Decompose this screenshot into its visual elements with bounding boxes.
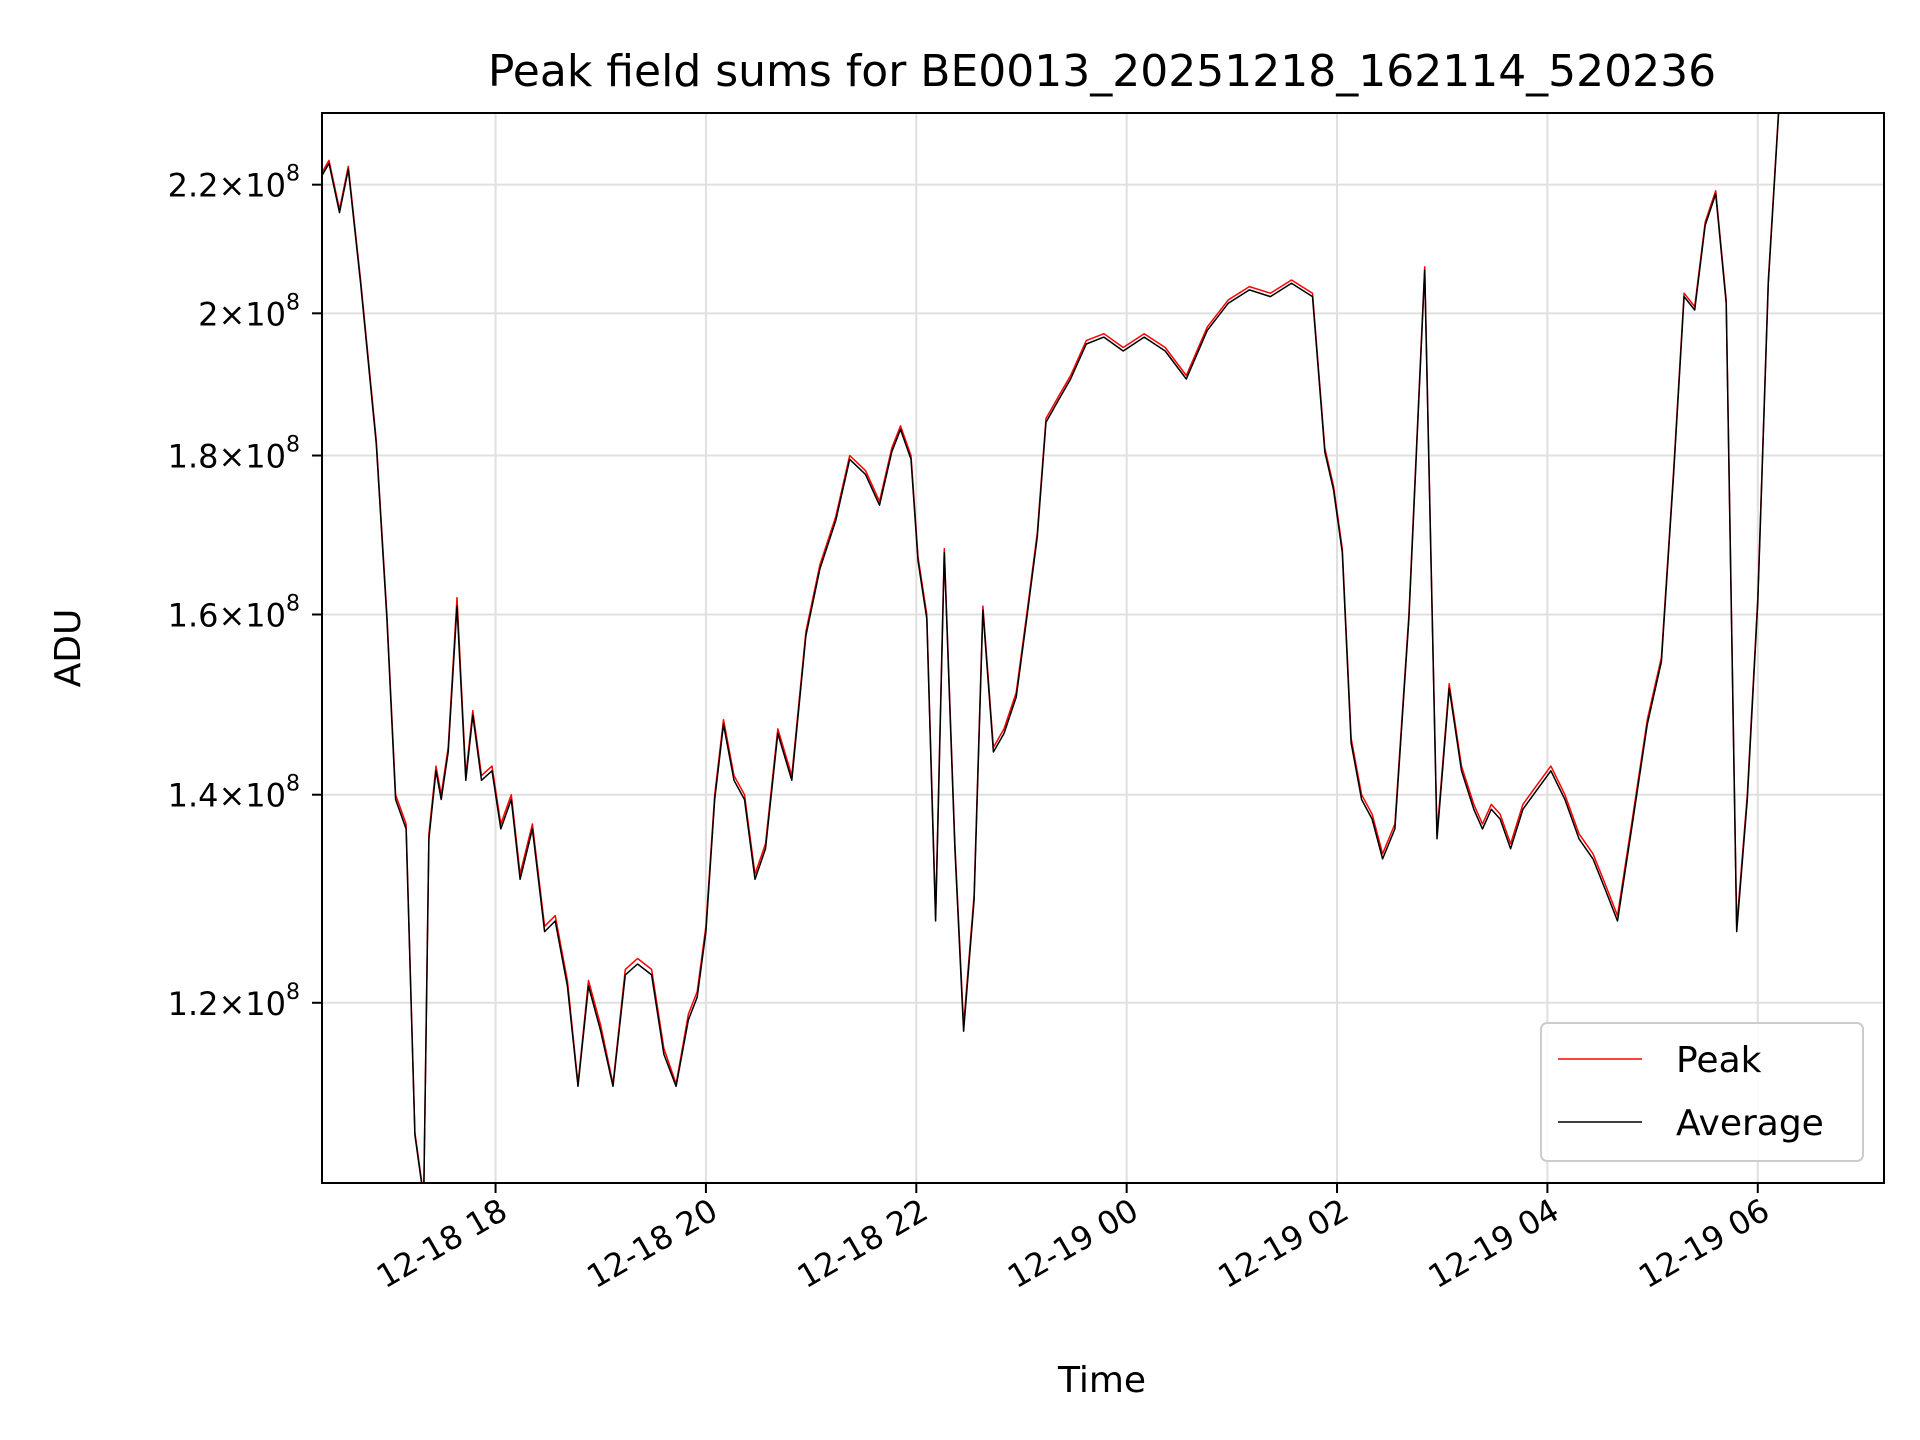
y-tick-exponent: 8 xyxy=(286,162,300,187)
legend-label-peak: Peak xyxy=(1676,1040,1762,1081)
y-tick-label: 1.2×108 xyxy=(168,980,300,1023)
y-tick-label: 1.4×108 xyxy=(168,772,300,815)
y-tick-times-sign: ×10 xyxy=(218,777,286,815)
grid xyxy=(322,113,1884,1183)
y-tick-label: 2×108 xyxy=(198,290,300,333)
legend: Peak Average xyxy=(1540,1022,1864,1162)
y-tick-exponent: 8 xyxy=(286,772,300,797)
y-tick-label: 1.6×108 xyxy=(168,591,300,634)
series-layer xyxy=(322,113,1780,1183)
legend-label-average: Average xyxy=(1676,1103,1824,1144)
y-tick-mantissa: 2.2 xyxy=(168,167,219,205)
y-tick-times-sign: ×10 xyxy=(218,295,286,333)
legend-box xyxy=(1540,1022,1864,1162)
y-tick-exponent: 8 xyxy=(286,290,300,315)
y-tick-exponent: 8 xyxy=(286,433,300,458)
y-tick-label: 1.8×108 xyxy=(168,433,300,476)
y-tick-times-sign: ×10 xyxy=(218,167,286,205)
y-tick-times-sign: ×10 xyxy=(218,438,286,476)
y-tick-mantissa: 1.6 xyxy=(168,596,219,634)
x-axis-label: Time xyxy=(1057,1360,1146,1401)
chart-title: Peak field sums for BE0013_20251218_1621… xyxy=(488,46,1716,97)
plot-frame xyxy=(321,112,1885,1184)
series-line-average xyxy=(322,113,1780,1183)
y-tick-times-sign: ×10 xyxy=(218,985,286,1023)
y-tick-times-sign: ×10 xyxy=(218,596,286,634)
y-axis-label: ADU xyxy=(48,609,89,688)
y-tick-mantissa: 2 xyxy=(198,295,218,333)
y-tick-mantissa: 1.2 xyxy=(168,985,219,1023)
y-tick-label: 2.2×108 xyxy=(168,162,300,205)
y-tick-exponent: 8 xyxy=(286,591,300,616)
y-tick-exponent: 8 xyxy=(286,980,300,1005)
y-tick-mantissa: 1.8 xyxy=(168,438,219,476)
y-tick-mantissa: 1.4 xyxy=(168,777,219,815)
